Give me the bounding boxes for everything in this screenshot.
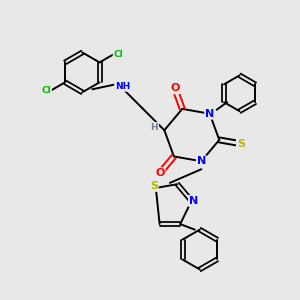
Text: Cl: Cl [113, 50, 123, 59]
Text: Cl: Cl [41, 86, 51, 95]
Text: N: N [189, 196, 198, 206]
Text: N: N [205, 109, 214, 119]
Text: NH: NH [115, 82, 130, 91]
Text: N: N [197, 156, 206, 166]
Text: H: H [151, 123, 158, 132]
Text: S: S [150, 181, 158, 191]
Text: O: O [155, 168, 164, 178]
Text: S: S [237, 139, 245, 149]
Text: O: O [170, 83, 179, 93]
